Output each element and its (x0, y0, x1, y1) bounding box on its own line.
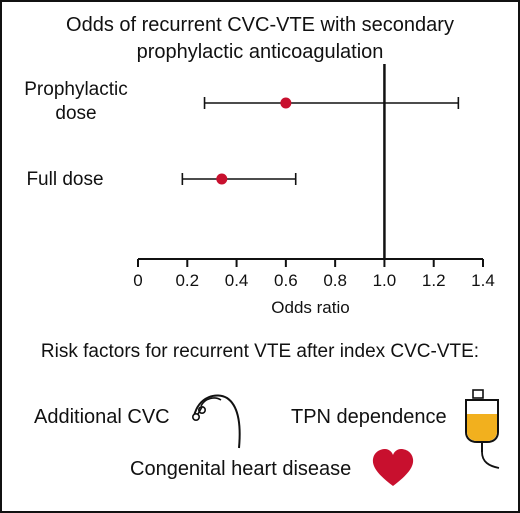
forest-plot: 0 0.2 0.4 0.6 0.8 1.0 1.2 1.4 Odds ratio (133, 64, 495, 317)
risk-factor-congenital-heart-disease: Congenital heart disease (130, 458, 352, 480)
risk-factor-additional-cvc: Additional CVC (34, 406, 170, 428)
x-axis-label: Odds ratio (271, 298, 349, 317)
category-label-full-dose: Full dose (26, 169, 104, 190)
x-tick-label: 0.8 (323, 271, 347, 290)
point-estimate (280, 97, 292, 109)
category-label-prophylactic: Prophylactic dose (10, 78, 142, 126)
point-estimate (216, 173, 228, 185)
x-tick-label: 1.2 (422, 271, 446, 290)
x-tick-label: 0.2 (175, 271, 199, 290)
tpn-bag-icon (465, 389, 500, 469)
x-tick-label: 1.0 (373, 271, 397, 290)
risk-factor-tpn-dependence: TPN dependence (291, 406, 447, 428)
category-label-prophylactic-line1: Prophylactic (24, 79, 128, 100)
heart-icon (372, 449, 414, 486)
risk-factors-heading: Risk factors for recurrent VTE after ind… (40, 341, 480, 362)
x-tick-label: 0.6 (274, 271, 298, 290)
category-label-prophylactic-line2: dose (55, 103, 97, 124)
chart-title: Odds of recurrent CVC-VTE with secondary… (66, 14, 454, 63)
x-tick-label: 0 (133, 271, 142, 290)
x-tick-label: 0.4 (225, 271, 249, 290)
catheter-icon (192, 394, 241, 449)
x-tick-label: 1.4 (471, 271, 495, 290)
